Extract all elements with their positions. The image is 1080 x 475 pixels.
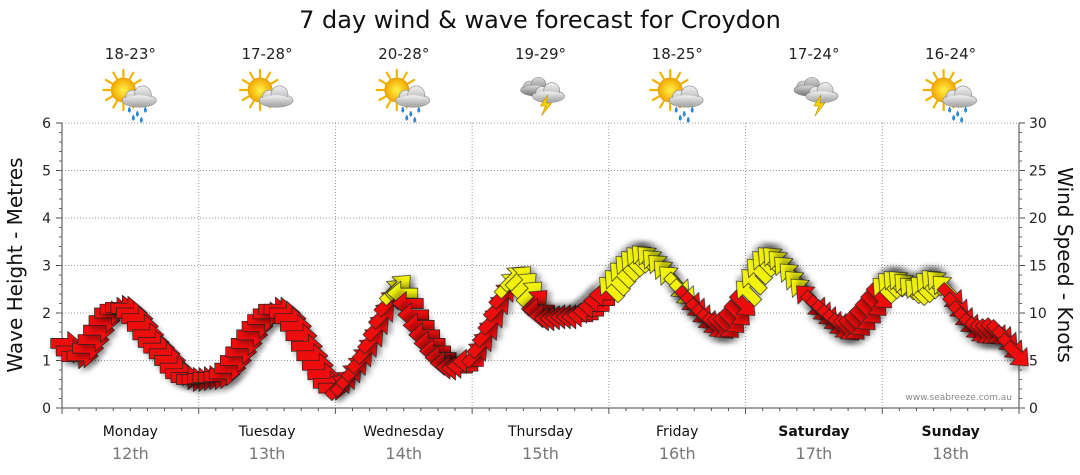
weather-sun-cloud-rain-icon (375, 68, 431, 123)
day-date-label: 16th (659, 444, 696, 463)
day-name-label: Sunday (922, 424, 980, 440)
day-date-label: 12th (112, 444, 149, 463)
rain-drop (139, 116, 143, 123)
right-tick-label: 5 (1029, 354, 1038, 370)
left-tick-label: 6 (42, 116, 51, 132)
day-name-label: Monday (103, 424, 158, 440)
right-tick-label: 20 (1029, 211, 1047, 227)
right-axis-title: Wind Speed - Knots (1053, 167, 1077, 363)
day-temperature: 17-24° (788, 45, 839, 63)
left-tick-label: 0 (42, 401, 51, 417)
day-temperature: 20-28° (378, 45, 429, 63)
left-tick-label: 1 (42, 354, 51, 370)
day-temperature: 19-29° (515, 45, 566, 63)
right-tick-label: 15 (1029, 259, 1047, 275)
cloud-shape (122, 85, 157, 108)
day-temperature: 18-23° (105, 45, 156, 63)
right-tick-label: 30 (1029, 116, 1047, 132)
day-name-label: Saturday (778, 424, 849, 440)
day-name-label: Thursday (507, 424, 573, 440)
rain-drop (135, 110, 139, 117)
rain-drop (413, 116, 417, 123)
wind-arrow (1002, 340, 1029, 367)
cloud-shape (805, 82, 839, 103)
wind-arrow-series (50, 245, 1029, 401)
day-labels: Monday 12th Tuesday 13th Wednesday 14th Thursd… (103, 424, 980, 463)
day-name-label: Wednesday (363, 424, 444, 440)
credit-text: www.seabreeze.com.au (905, 393, 1012, 403)
rain-drop (956, 110, 960, 117)
rain-drop (960, 116, 964, 123)
lightning-bolt (813, 94, 826, 117)
left-axis-ticks: 0 1 2 3 4 5 6 (42, 116, 62, 417)
weather-sun-cloud-rain-icon (649, 68, 704, 123)
right-tick-label: 25 (1029, 164, 1047, 180)
rain-drop (964, 106, 968, 113)
weather-cloud-lightning-icon (520, 76, 565, 117)
day-name-label: Tuesday (238, 424, 296, 440)
right-tick-label: 10 (1029, 306, 1047, 322)
day-date-label: 15th (522, 444, 559, 463)
weather-sun-cloud-rain-icon (922, 68, 977, 123)
rain-drop (143, 106, 147, 113)
rain-drop (674, 106, 678, 113)
rain-drop (678, 114, 682, 121)
rain-drop (405, 114, 409, 121)
rain-drop (409, 110, 413, 117)
lightning-bolt (539, 94, 553, 117)
rain-drop (690, 106, 694, 113)
day-date-label: 14th (385, 444, 422, 463)
rain-drop (417, 106, 421, 113)
right-tick-label: 0 (1029, 401, 1038, 417)
left-tick-label: 5 (42, 164, 51, 180)
day-date-label: 18th (932, 444, 969, 463)
cloud-shape (942, 85, 977, 108)
chart-title: 7 day wind & wave forecast for Croydon (299, 6, 781, 34)
weather-sun-cloud-icon (238, 68, 294, 112)
left-tick-label: 4 (42, 211, 51, 227)
day-temperature: 16-24° (925, 45, 976, 63)
left-axis-title: Wave Height - Metres (3, 157, 27, 372)
weather-cloud-lightning-icon (793, 76, 839, 117)
daily-weather-row: 18-23° 17-28° 20-28° 19-29° 18-25° 17-24° 16-2… (102, 45, 977, 123)
rain-drop (401, 106, 405, 113)
cloud-shape (532, 82, 565, 103)
cloud-shape (668, 85, 704, 108)
right-axis-ticks: 0 5 10 15 20 25 30 (1019, 116, 1047, 417)
rain-drop (682, 110, 686, 117)
weather-sun-cloud-rain-icon (102, 68, 157, 123)
cloud-shape (258, 85, 294, 108)
rain-drop (127, 106, 131, 113)
rain-drop (686, 116, 690, 123)
rain-drop (131, 114, 135, 121)
day-name-label: Friday (656, 424, 698, 440)
rain-drop (948, 106, 952, 113)
day-temperature: 17-28° (242, 45, 293, 63)
day-date-label: 17th (796, 444, 833, 463)
rain-drop (952, 114, 956, 121)
day-temperature: 18-25° (652, 45, 703, 63)
day-date-label: 13th (249, 444, 286, 463)
cloud-shape (395, 85, 431, 108)
left-tick-label: 2 (42, 306, 51, 322)
left-tick-label: 3 (42, 259, 51, 275)
chart-grid (62, 122, 1019, 408)
